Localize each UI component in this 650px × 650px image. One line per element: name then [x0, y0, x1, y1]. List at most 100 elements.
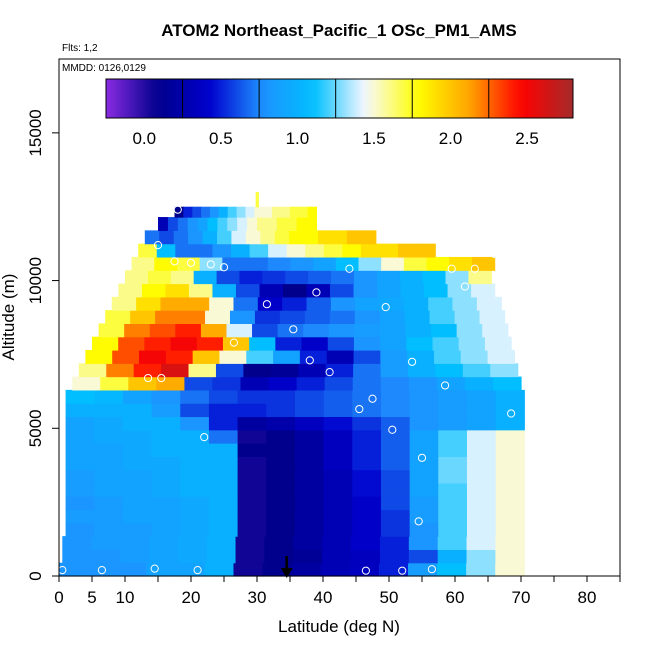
- heatmap-cell: [437, 562, 467, 577]
- heatmap-cell: [175, 243, 195, 258]
- heatmap-cell: [294, 456, 325, 471]
- heatmap-cell: [249, 243, 269, 258]
- sample-point: [153, 241, 163, 250]
- y-tick-label: 5000: [26, 409, 45, 447]
- heatmap-cell: [208, 456, 239, 471]
- x-axis: 0 5 10 20 30 40 50 60 70 80: [54, 576, 621, 607]
- heatmap-cell: [231, 230, 247, 245]
- heatmap-cell: [235, 549, 266, 564]
- heatmap-cell: [466, 403, 497, 418]
- heatmap-cell: [351, 549, 381, 564]
- heatmap-cell: [435, 363, 464, 378]
- heatmap-cell: [349, 562, 380, 577]
- heatmap-cell: [237, 522, 267, 537]
- heatmap-cell: [197, 217, 209, 231]
- heatmap-cell: [437, 549, 468, 564]
- colorbar-tick-label: 1.0: [286, 129, 310, 148]
- x-tick-label: 50: [380, 588, 399, 607]
- plot-frame: [58, 58, 621, 577]
- heatmap-cell: [354, 323, 381, 338]
- heatmap-cell: [188, 283, 214, 298]
- colorbar-tick-label: 0.0: [132, 129, 156, 148]
- heatmap-cell: [208, 416, 239, 431]
- heatmap-cell: [495, 482, 525, 497]
- heatmap-cell: [335, 256, 360, 271]
- sample-points: [58, 205, 516, 575]
- heatmap-cell: [266, 482, 296, 497]
- heatmap-cell: [353, 350, 381, 364]
- heatmap-cell: [131, 256, 155, 271]
- heatmap-cell: [233, 562, 264, 577]
- sample-point: [150, 564, 159, 573]
- heatmap-cell: [495, 522, 525, 537]
- heatmap-cell: [180, 429, 210, 444]
- heatmap-cell: [267, 256, 292, 271]
- heatmap-cell: [94, 482, 124, 497]
- heatmap-cell: [352, 496, 382, 511]
- heatmap-cell: [208, 509, 239, 524]
- heatmap-cell: [65, 522, 95, 537]
- heatmap-cell: [409, 403, 439, 418]
- heatmap-cell: [266, 403, 296, 418]
- heatmap-cell: [180, 509, 210, 524]
- heatmap-cell: [65, 469, 95, 484]
- sample-point: [470, 264, 479, 273]
- heatmap-cell: [273, 350, 301, 364]
- heatmap-cell: [266, 443, 296, 457]
- heatmap-cell: [438, 443, 468, 457]
- colorbar-frame: [105, 78, 574, 119]
- heatmap-cell: [407, 363, 437, 378]
- heatmap-cell: [381, 256, 405, 271]
- heatmap-cell: [216, 230, 233, 245]
- heatmap-cell: [122, 482, 153, 497]
- heatmap-cell: [407, 350, 435, 364]
- heatmap-cell: [294, 429, 325, 444]
- heatmap-cell: [301, 336, 329, 351]
- heatmap-cell: [416, 243, 436, 258]
- heatmap-cell: [409, 443, 439, 457]
- heatmap-cell: [237, 456, 267, 471]
- heatmap-cell: [426, 256, 450, 271]
- x-tick-label: 0: [54, 588, 63, 607]
- heatmap-cell: [148, 536, 179, 551]
- heatmap-cell: [495, 536, 525, 551]
- sample-point: [144, 373, 153, 383]
- heatmap-cell: [291, 562, 322, 577]
- heatmap-cell: [409, 509, 439, 524]
- heatmap-cell: [380, 429, 411, 444]
- x-tick-label: 80: [578, 588, 597, 607]
- heatmap-cell: [192, 350, 221, 364]
- heatmap-cell: [94, 389, 124, 404]
- heatmap-cell: [293, 549, 323, 564]
- heatmap-cell: [264, 536, 294, 551]
- heatmap-cell: [65, 416, 95, 431]
- heatmap-cell: [495, 509, 525, 524]
- heatmap-cell: [438, 522, 468, 537]
- heatmap-cell: [466, 549, 497, 564]
- heatmap-cell: [466, 456, 497, 471]
- heatmap-cell: [184, 296, 210, 311]
- heatmap-cell: [376, 270, 401, 285]
- heatmap-cell: [62, 536, 92, 551]
- heatmap-cell: [78, 363, 107, 378]
- sample-point: [490, 249, 499, 259]
- heatmap-cell: [432, 336, 460, 351]
- heatmap-cell: [431, 323, 458, 338]
- heatmap-cell: [286, 243, 306, 258]
- heatmap-cell: [204, 562, 235, 577]
- heatmap-cell: [174, 206, 184, 218]
- heatmap-cell: [65, 496, 95, 511]
- heatmap-cell: [216, 270, 241, 285]
- heatmap-cell: [94, 509, 124, 524]
- heatmap-cell: [289, 206, 300, 218]
- heatmap-cell: [380, 336, 407, 351]
- heatmap-cell: [332, 230, 348, 245]
- heatmap-cell: [353, 336, 381, 351]
- heatmap-cell: [151, 429, 181, 444]
- heatmap-cell: [124, 323, 151, 338]
- heatmap-cell: [151, 456, 181, 471]
- heatmap-cell: [403, 296, 429, 311]
- heatmap-cell: [433, 350, 462, 364]
- heatmap-cell: [88, 562, 118, 577]
- latitude-marker-arrow: [280, 556, 293, 578]
